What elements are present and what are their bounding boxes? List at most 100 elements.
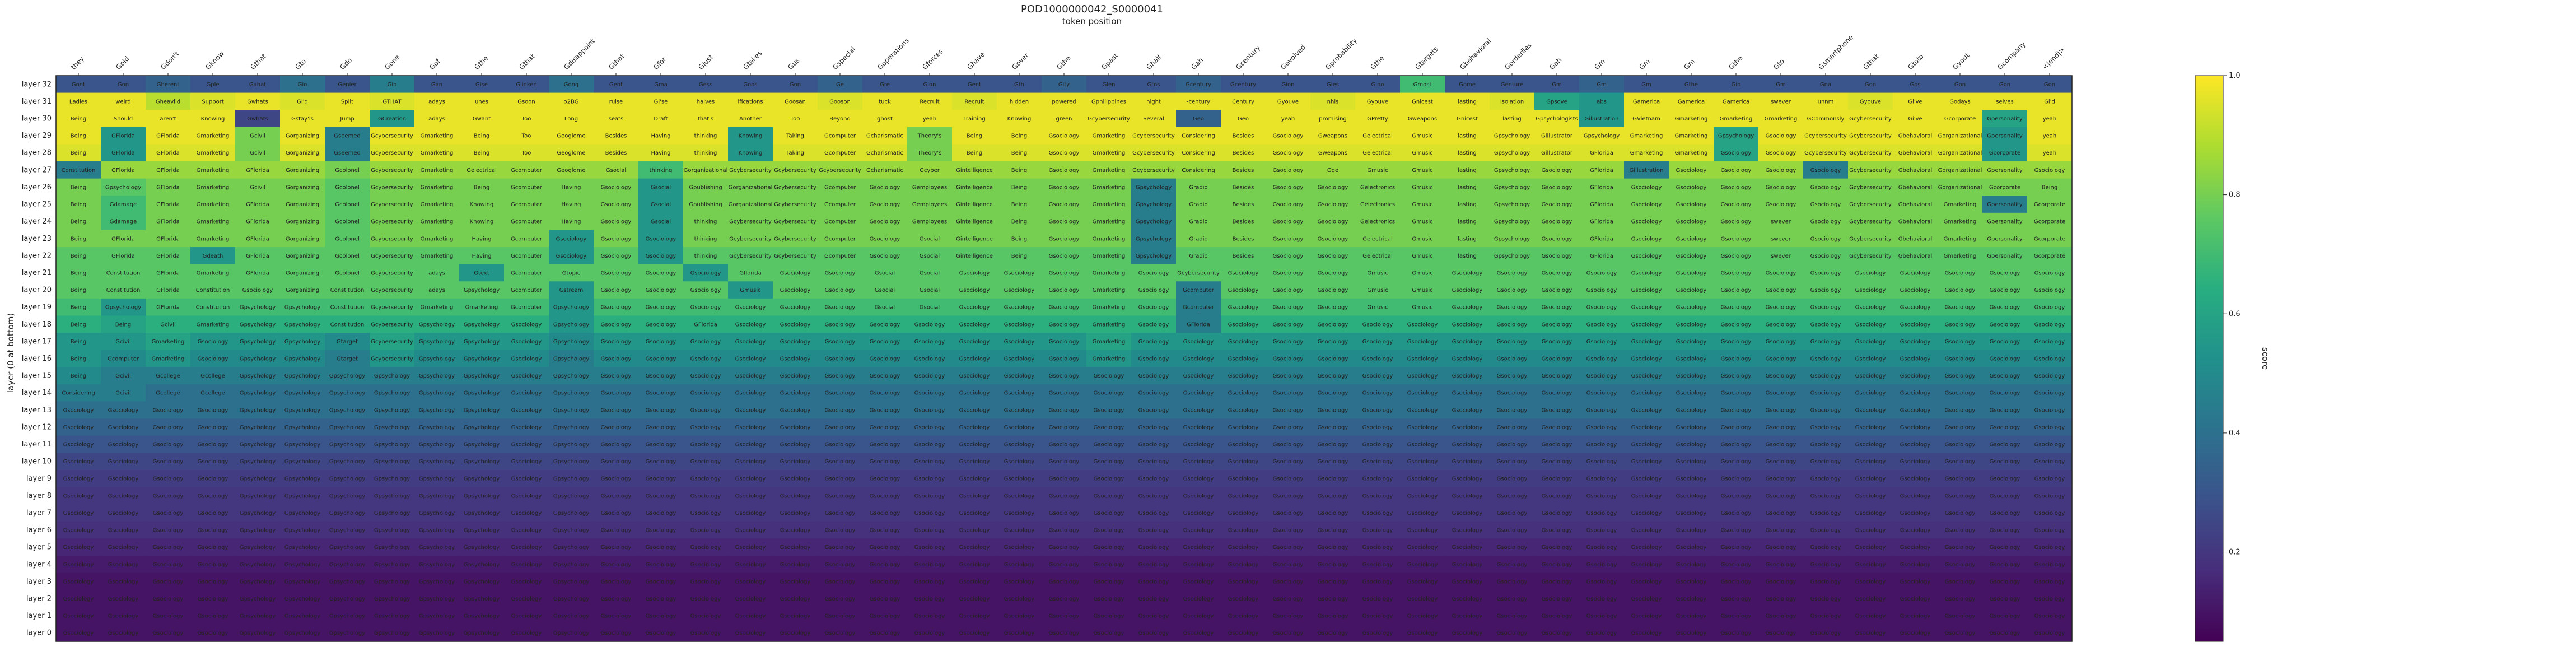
heatmap-cell — [1803, 110, 1849, 128]
cell-token-label: Gcomputer — [511, 287, 543, 294]
cell-token-label: Gcolonel — [335, 270, 360, 276]
cell-token-label: GFlorida — [156, 287, 180, 294]
cell-token-label: Gsociology — [1452, 630, 1483, 636]
heatmap-cell — [280, 144, 325, 162]
cell-token-label: Gple — [206, 82, 219, 88]
x-tick-label: Gus — [786, 57, 801, 71]
cell-token-label: Gcybersecurity — [729, 167, 772, 174]
cell-token-label: Gpsychology — [1718, 133, 1754, 139]
cell-token-label: Gsociology — [1094, 544, 1124, 551]
cell-token-label: Gelectronics — [1360, 202, 1395, 208]
y-tick-label: layer 25 — [22, 201, 52, 209]
cell-token-label: Gsociology — [914, 442, 945, 448]
cell-token-label: Gsociology — [1183, 493, 1214, 499]
heatmap-cell — [56, 92, 101, 110]
cell-token-label: Gsociology — [1452, 339, 1483, 345]
cell-token-label: Should — [114, 116, 133, 122]
cell-token-label: Gsociology — [646, 373, 676, 379]
cell-token-label: Gsociology — [1542, 562, 1572, 568]
cell-token-label: Gsociology — [1228, 425, 1259, 431]
heatmap-cell — [862, 161, 908, 179]
cell-token-label: Gpsychology — [284, 630, 320, 636]
heatmap-cell — [235, 196, 281, 213]
heatmap-cell — [1176, 76, 1221, 94]
cell-token-label: lasting — [1458, 99, 1477, 105]
cell-token-label: Gsociology — [1990, 544, 2020, 551]
cell-token-label: Gsociology — [1676, 510, 1707, 516]
cell-token-label: Gpsychology — [419, 476, 455, 482]
cell-token-label: Gmarketing — [1093, 236, 1126, 242]
cell-token-label: Gsociology — [825, 287, 856, 294]
heatmap-cell — [594, 161, 639, 179]
cell-token-label: Gsociology — [690, 613, 721, 620]
cell-token-label: Gsociology — [1138, 562, 1169, 568]
cell-token-label: Gcybersecurity — [774, 219, 816, 225]
cell-token-label: Gsociology — [1542, 305, 1572, 311]
heatmap-cell — [728, 161, 773, 179]
heatmap-cell — [2027, 76, 2073, 94]
heatmap-cell — [1355, 110, 1401, 128]
cell-token-label: Gsociology — [1183, 528, 1214, 534]
cell-token-label: Gsociology — [780, 305, 811, 311]
y-tick-label: layer 29 — [22, 132, 52, 140]
cell-token-label: Knowing — [739, 133, 763, 139]
cell-token-label: Gsociology — [1766, 510, 1796, 516]
cell-token-label: Gont — [72, 82, 85, 88]
cell-token-label: -century — [1187, 99, 1210, 105]
cell-token-label: swever — [1771, 236, 1791, 242]
cell-token-label: lasting — [1458, 150, 1477, 156]
cell-token-label: Gsociology — [1766, 390, 1796, 397]
y-tick-label: layer 18 — [22, 320, 52, 329]
cell-token-label: Gsociology — [1810, 390, 1841, 397]
cell-token-label: Gpsychology — [240, 356, 276, 362]
cell-token-label: Gsociology — [2034, 510, 2065, 516]
heatmap-cell — [728, 92, 773, 110]
cell-token-label: Gsocial — [875, 287, 895, 294]
cell-token-label: Being — [1011, 219, 1027, 225]
x-tick-label: Gthat — [249, 52, 268, 71]
cell-token-label: Gsociology — [1855, 459, 1886, 465]
cell-token-label: Gsociology — [511, 630, 542, 636]
cell-token-label: GFlorida — [1590, 150, 1613, 156]
x-tick-label: Gdisappoint — [562, 37, 596, 71]
cell-token-label: Gnicest — [1457, 116, 1478, 122]
cell-token-label: Gpsychology — [374, 425, 410, 431]
cell-token-label: Gsociology — [825, 305, 856, 311]
cell-token-label: Gcybersecurity — [1132, 167, 1175, 174]
cell-token-label: Gsociology — [1497, 510, 1528, 516]
heatmap-cell — [1176, 144, 1221, 162]
cell-token-label: Gsociology — [1721, 425, 1752, 431]
cell-token-label: Gseemed — [334, 133, 361, 139]
cell-token-label: Gmarketing — [1093, 202, 1126, 208]
cell-token-label: Gsociology — [1228, 390, 1259, 397]
cell-token-label: Gsociology — [63, 579, 94, 585]
cell-token-label: Gmarketing — [421, 184, 454, 190]
cell-token-label: Gsociology — [825, 425, 856, 431]
cell-token-label: Gsociology — [1094, 390, 1124, 397]
cell-token-label: Gsociology — [1273, 339, 1304, 345]
cell-token-label: Gsociology — [1004, 476, 1035, 482]
cell-token-label: Gpsychology — [240, 407, 276, 413]
cell-token-label: Gsociology — [1183, 356, 1214, 362]
x-tick-label: Gcentury — [1234, 44, 1262, 71]
heatmap-cell — [1400, 161, 1445, 179]
cell-token-label: Gsociology — [1094, 510, 1124, 516]
cell-token-label: Beyond — [829, 116, 851, 122]
cell-token-label: Gelectronics — [1360, 184, 1395, 190]
cell-token-label: Gmarketing — [421, 150, 454, 156]
heatmap-cell — [952, 92, 997, 110]
cell-token-label: Gsociology — [2034, 528, 2065, 534]
cell-token-label: Gpsychology — [419, 322, 455, 328]
cell-token-label: Gsociology — [1676, 287, 1707, 294]
cell-token-label: Gsociology — [1497, 373, 1528, 379]
heatmap-cell — [1848, 127, 1893, 145]
heatmap-cell — [1042, 144, 1087, 162]
cell-token-label: Gsociology — [1631, 253, 1662, 259]
cell-token-label: Gsociology — [1407, 339, 1438, 345]
heatmap-cell — [773, 178, 818, 196]
cell-token-label: GFlorida — [156, 305, 180, 311]
cell-token-label: Gsociology — [1855, 476, 1886, 482]
cell-token-label: Gpsychology — [284, 493, 320, 499]
cell-token-label: Gpsychology — [464, 459, 500, 465]
